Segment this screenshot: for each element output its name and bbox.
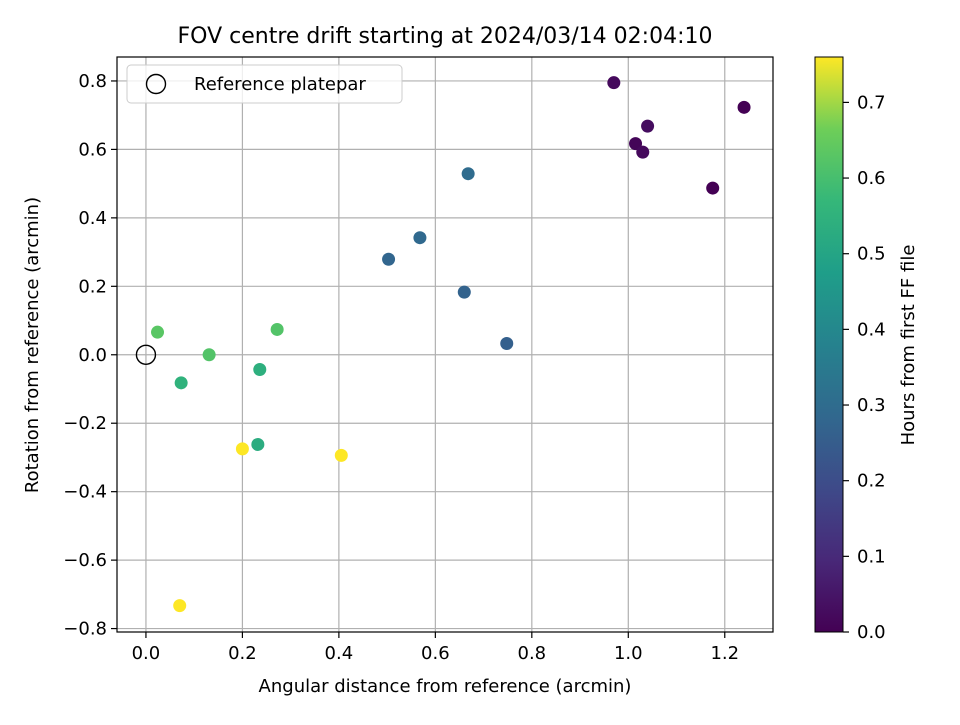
y-tick-label: 0.4 [78, 208, 107, 229]
x-tick-label: 1.2 [710, 643, 739, 664]
scatter-point [607, 76, 621, 90]
colorbar-tick-label: 0.0 [857, 622, 886, 643]
reference-point-marker [135, 344, 157, 365]
y-tick-label: 0.8 [78, 71, 107, 92]
x-tick-label: 0.2 [228, 643, 257, 664]
scatter-point [629, 137, 643, 151]
y-tick-label: −0.8 [63, 619, 107, 640]
colorbar-tick-label: 0.7 [857, 92, 886, 113]
colorbar-ticks: 0.0 0.1 0.2 0.3 0.4 0.5 0.6 0.7 [843, 92, 886, 643]
scatter-point [174, 376, 188, 390]
scatter-point [500, 336, 514, 350]
colorbar-label: Hours from first FF file [898, 245, 919, 446]
data-points [135, 76, 751, 613]
colorbar: 0.0 0.1 0.2 0.3 0.4 0.5 0.6 0.7 Hours from firs… [814, 56, 919, 643]
plot-frame [116, 56, 774, 633]
y-axis-ticks: 0.8 0.6 0.4 0.2 0.0 −0.2 −0.4 −0.6 −0.8 [63, 71, 117, 640]
colorbar-tick-label: 0.5 [857, 244, 886, 265]
legend-box [126, 64, 403, 104]
x-tick-label: 1.0 [614, 643, 643, 664]
colorbar-tick-label: 0.3 [857, 395, 886, 416]
legend: Reference platepar [126, 64, 403, 104]
colorbar-tick-label: 0.2 [857, 471, 886, 492]
y-tick-label: 0.6 [78, 139, 107, 160]
y-tick-label: 0.0 [78, 345, 107, 366]
y-tick-label: −0.6 [63, 550, 107, 571]
x-tick-label: 0.6 [421, 643, 450, 664]
scatter-point [457, 285, 471, 299]
colorbar-tick-label: 0.4 [857, 319, 886, 340]
y-tick-label: −0.2 [63, 413, 107, 434]
scatter-point [173, 599, 187, 613]
colorbar-gradient [814, 56, 844, 633]
x-axis-ticks: 0.0 0.2 0.4 0.6 0.8 1.0 1.2 [132, 632, 739, 664]
grid [117, 57, 773, 632]
y-axis-label: Rotation from reference (arcmin) [22, 197, 43, 493]
colorbar-tick-label: 0.1 [857, 546, 886, 567]
scatter-point [636, 145, 650, 159]
scatter-point [461, 167, 475, 181]
chart-title: FOV centre drift starting at 2024/03/14 … [178, 24, 713, 49]
y-tick-label: 0.2 [78, 276, 107, 297]
scatter-point [235, 442, 249, 456]
scatter-point [253, 362, 267, 376]
x-tick-label: 0.4 [325, 643, 354, 664]
scatter-point [251, 437, 265, 451]
legend-marker-reference [145, 73, 167, 95]
scatter-point [641, 119, 655, 133]
x-tick-label: 0.0 [132, 643, 161, 664]
legend-label-reference: Reference platepar [194, 74, 366, 95]
y-tick-label: −0.4 [63, 482, 107, 503]
scatter-point [151, 325, 165, 339]
x-tick-label: 0.8 [518, 643, 547, 664]
scatter-point [706, 181, 720, 195]
colorbar-tick-label: 0.6 [857, 168, 886, 189]
scatter-point [413, 231, 427, 245]
x-axis-label: Angular distance from reference (arcmin) [259, 676, 632, 697]
scatter-point [202, 348, 216, 362]
scatter-point [382, 252, 396, 266]
scatter-point [737, 100, 751, 114]
scatter-point [334, 448, 348, 462]
scatter-point [270, 322, 284, 336]
